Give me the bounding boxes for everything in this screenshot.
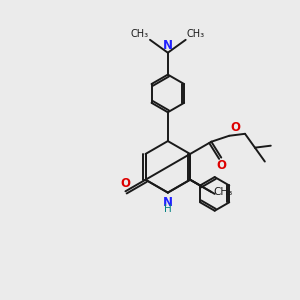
Text: O: O <box>216 159 226 172</box>
Text: CH₃: CH₃ <box>213 187 232 197</box>
Text: N: N <box>163 39 173 52</box>
Text: CH₃: CH₃ <box>131 29 149 39</box>
Text: H: H <box>164 204 172 214</box>
Text: CH₃: CH₃ <box>187 29 205 39</box>
Text: O: O <box>230 121 240 134</box>
Text: O: O <box>120 177 130 190</box>
Text: N: N <box>163 196 173 208</box>
